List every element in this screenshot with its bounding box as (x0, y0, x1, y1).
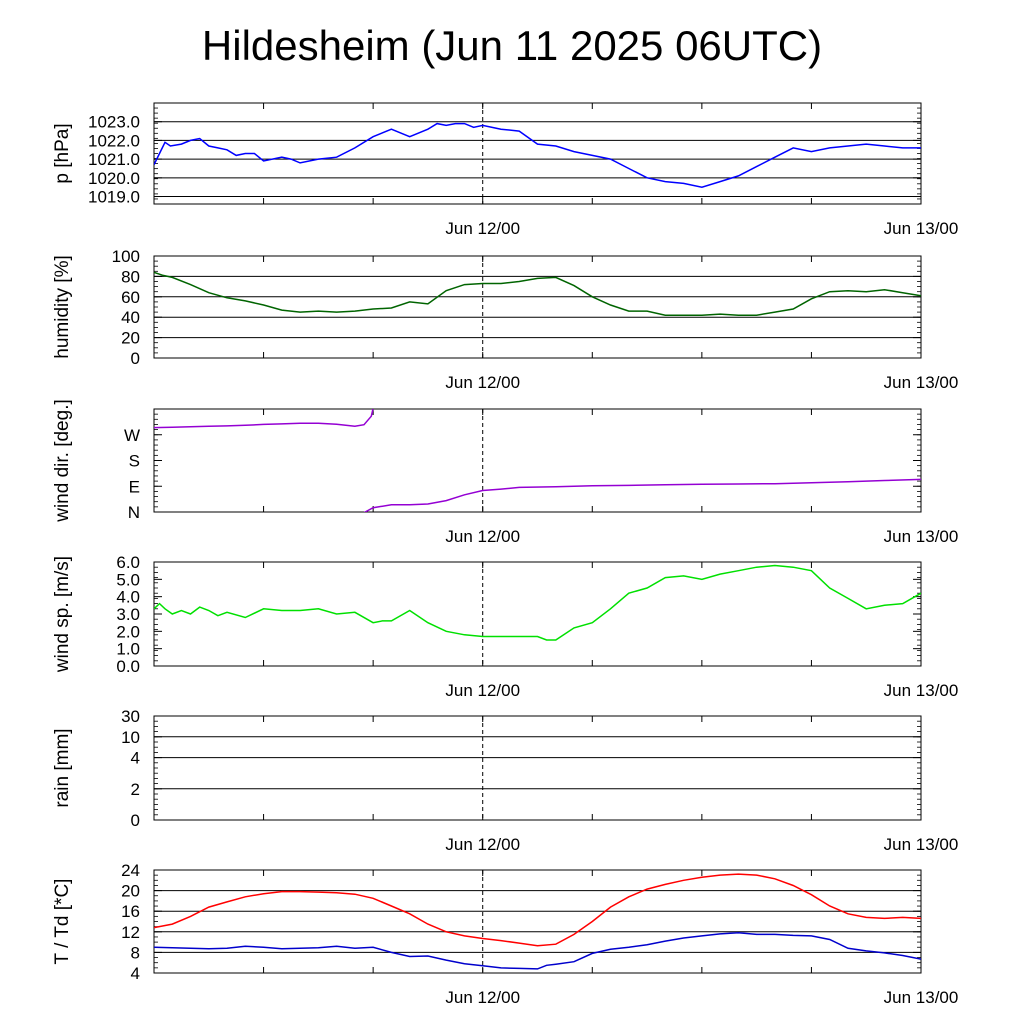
x-tick-label: Jun 12/00 (445, 835, 520, 854)
x-tick-label: Jun 13/00 (884, 835, 959, 854)
y-tick-label: 8 (131, 943, 140, 962)
x-tick-label: Jun 13/00 (884, 373, 959, 392)
y-tick-label: 60 (121, 288, 140, 307)
y-tick-label: 30 (121, 707, 140, 726)
y-tick-label: 6.0 (116, 553, 140, 572)
y-tick-label: 5.0 (116, 570, 140, 589)
x-tick-label: Jun 13/00 (884, 527, 959, 546)
series-line-wind_speed (154, 564, 921, 641)
x-tick-label: Jun 12/00 (445, 527, 520, 546)
chart-title: Hildesheim (Jun 11 2025 06UTC) (201, 22, 823, 69)
y-tick-label: 2.0 (116, 622, 140, 641)
series-line-wind_dir-1 (363, 478, 921, 512)
rain-panel: 0 2 4 10 30 Jun 12/00 Jun 13/00 rain [mm] (52, 707, 958, 854)
y-tick-label: 1019.0 (88, 188, 140, 207)
y-tick-label: 10 (121, 728, 140, 747)
plot-frame (153, 102, 922, 205)
y-tick-label: 16 (121, 902, 140, 921)
y-axis-label: wind dir. [deg.] (52, 399, 73, 523)
y-tick-label: 4 (131, 749, 140, 768)
x-tick-label: Jun 13/00 (884, 219, 959, 238)
y-tick-label: 20 (121, 882, 140, 901)
y-axis-label: p [hPa] (52, 123, 73, 183)
y-tick-label: 0 (131, 349, 140, 368)
x-tick-label: Jun 12/00 (445, 373, 520, 392)
series-line-humidity (154, 271, 921, 316)
y-tick-label: 1.0 (116, 640, 140, 659)
x-tick-label: Jun 12/00 (445, 681, 520, 700)
y-tick-label: E (129, 477, 140, 496)
y-axis-label: rain [mm] (52, 728, 73, 807)
y-tick-label: W (124, 426, 140, 445)
x-tick-label: Jun 12/00 (445, 219, 520, 238)
series-line-temperature-0 (154, 873, 921, 947)
y-tick-label: 24 (121, 861, 140, 880)
y-tick-label: N (128, 503, 140, 522)
wind-speed-panel: 0.01.02.03.04.05.06.0 Jun 12/00 Jun 13/00 w… (52, 553, 958, 700)
y-axis-label: wind sp. [m/s] (52, 556, 73, 673)
plot-frame (153, 869, 922, 974)
x-tick-label: Jun 13/00 (884, 681, 959, 700)
y-tick-label: 2 (131, 780, 140, 799)
y-tick-label: 1020.0 (88, 169, 140, 188)
plot-frame (153, 561, 922, 667)
y-tick-label: 100 (112, 247, 140, 266)
y-tick-label: 4 (131, 964, 140, 983)
y-tick-label: S (129, 452, 140, 471)
y-tick-label: 20 (121, 329, 140, 348)
plot-frame (153, 715, 922, 821)
y-tick-label: 1021.0 (88, 150, 140, 169)
series-line-wind_dir-0 (154, 409, 374, 429)
y-tick-label: 0.0 (116, 657, 140, 676)
y-axis-label: humidity [%] (52, 255, 73, 358)
y-tick-label: 3.0 (116, 605, 140, 624)
x-tick-label: Jun 12/00 (445, 988, 520, 1007)
y-tick-label: 1023.0 (88, 113, 140, 132)
y-tick-label: 40 (121, 308, 140, 327)
y-axis-label: T / Td [*C] (52, 879, 73, 965)
y-tick-label: 0 (131, 811, 140, 830)
y-tick-label: 4.0 (116, 588, 140, 607)
y-tick-label: 12 (121, 923, 140, 942)
x-tick-label: Jun 13/00 (884, 988, 959, 1007)
series-line-pressure (154, 122, 921, 188)
series-line-dewpoint-1 (154, 932, 921, 970)
y-tick-label: 80 (121, 267, 140, 286)
y-tick-label: 1022.0 (88, 131, 140, 150)
